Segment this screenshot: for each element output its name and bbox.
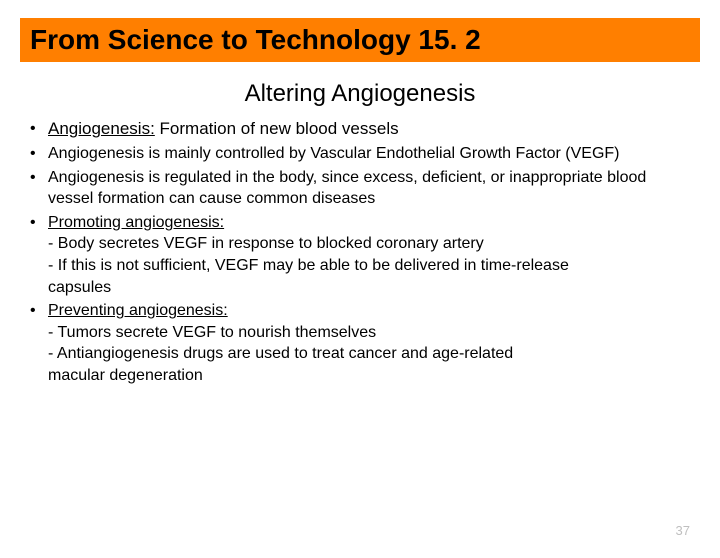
- subline: macular degeneration: [48, 365, 690, 387]
- bullet-marker: •: [30, 167, 48, 189]
- bullet-marker: •: [30, 118, 48, 140]
- bullet-item: • Angiogenesis is regulated in the body,…: [30, 167, 690, 210]
- subline: - If this is not sufficient, VEGF may be…: [48, 255, 690, 277]
- term: Promoting angiogenesis:: [48, 214, 224, 231]
- title-banner: From Science to Technology 15. 2: [20, 18, 700, 62]
- bullet-item: • Angiogenesis: Formation of new blood v…: [30, 118, 690, 141]
- subline: - Tumors secrete VEGF to nourish themsel…: [48, 322, 690, 344]
- content-area: • Angiogenesis: Formation of new blood v…: [0, 118, 720, 386]
- bullet-text: Angiogenesis is regulated in the body, s…: [48, 167, 690, 210]
- subline: capsules: [48, 277, 690, 299]
- term: Preventing angiogenesis:: [48, 302, 228, 319]
- page-number: 37: [676, 523, 690, 538]
- bullet-item: • Preventing angiogenesis: - Tumors secr…: [30, 300, 690, 386]
- bullet-marker: •: [30, 143, 48, 165]
- subline: - Antiangiogenesis drugs are used to tre…: [48, 343, 690, 365]
- subline: - Body secretes VEGF in response to bloc…: [48, 233, 690, 255]
- bullet-text: Angiogenesis is mainly controlled by Vas…: [48, 143, 690, 165]
- bullet-marker: •: [30, 300, 48, 322]
- bullet-text: Formation of new blood vessels: [155, 119, 399, 138]
- term: Angiogenesis:: [48, 119, 155, 138]
- bullet-marker: •: [30, 212, 48, 234]
- bullet-item: • Promoting angiogenesis: - Body secrete…: [30, 212, 690, 298]
- slide-subtitle: Altering Angiogenesis: [0, 80, 720, 108]
- bullet-item: • Angiogenesis is mainly controlled by V…: [30, 143, 690, 165]
- slide-title: From Science to Technology 15. 2: [30, 24, 690, 56]
